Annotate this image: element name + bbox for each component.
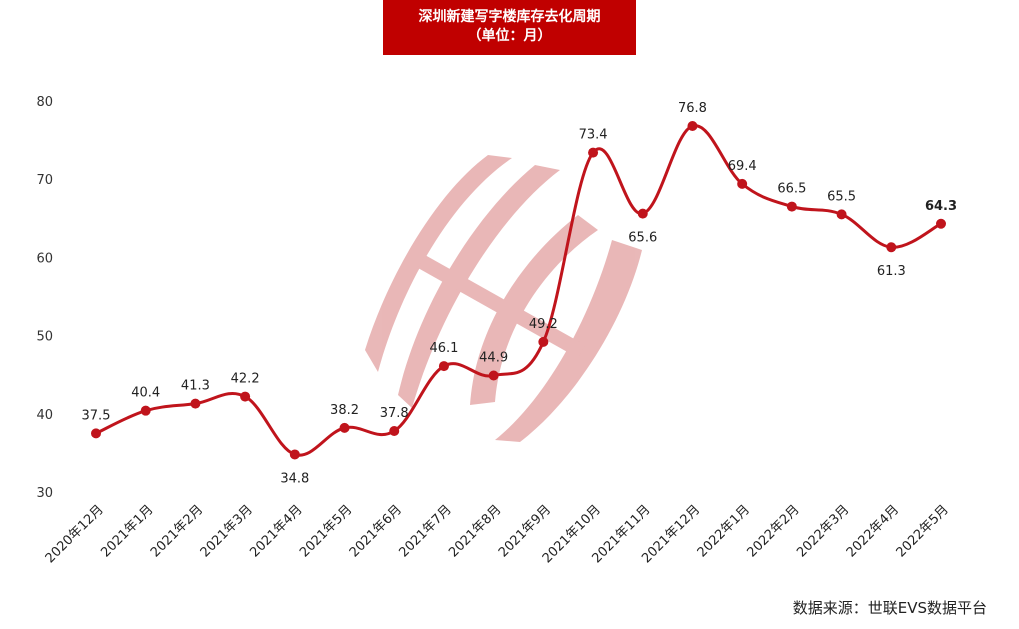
data-label: 49.2 — [529, 317, 558, 332]
data-point — [936, 218, 946, 229]
x-tick-label: 2022年3月 — [794, 502, 852, 560]
x-tick-label: 2021年8月 — [446, 502, 504, 560]
data-point — [588, 147, 599, 158]
chart-title-line1: 深圳新建写字楼库存去化周期 — [418, 9, 601, 25]
data-point — [488, 370, 499, 381]
x-tick-label: 2021年7月 — [397, 502, 455, 560]
x-axis: 2020年12月2021年1月2021年2月2021年3月2021年4月2021… — [43, 502, 952, 566]
data-point — [438, 361, 449, 372]
chart-title: 深圳新建写字楼库存去化周期 （单位：月） — [383, 0, 636, 55]
data-point — [91, 428, 101, 439]
x-tick-label: 2020年12月 — [43, 502, 107, 566]
data-label: 66.5 — [777, 182, 806, 197]
data-label: 76.8 — [678, 101, 707, 116]
data-label: 38.2 — [330, 403, 359, 418]
data-point — [538, 336, 549, 347]
watermark-logo — [365, 155, 642, 442]
x-tick-label: 2022年2月 — [744, 502, 802, 560]
x-tick-label: 2021年4月 — [247, 502, 305, 560]
data-label: 65.6 — [628, 231, 657, 246]
data-point — [289, 449, 300, 460]
data-markers — [91, 121, 946, 460]
data-point — [786, 201, 797, 212]
y-tick-label: 30 — [36, 486, 53, 501]
y-tick-label: 70 — [36, 173, 53, 188]
data-point — [737, 178, 748, 189]
data-point — [886, 242, 897, 253]
data-source: 数据来源：世联EVS数据平台 — [792, 599, 987, 617]
data-point — [339, 422, 350, 433]
data-point — [240, 391, 251, 402]
x-tick-label: 2021年2月 — [148, 502, 206, 560]
data-point — [389, 426, 400, 437]
data-label: 69.4 — [728, 159, 757, 174]
data-point — [687, 121, 698, 132]
y-tick-label: 50 — [36, 330, 53, 345]
data-label: 44.9 — [479, 350, 508, 365]
x-tick-label: 2022年4月 — [844, 502, 902, 560]
x-tick-label: 2021年1月 — [98, 502, 156, 560]
data-label: 46.1 — [429, 341, 458, 356]
data-point — [836, 209, 847, 220]
data-point — [140, 405, 151, 416]
x-tick-label: 2021年5月 — [297, 502, 355, 560]
data-labels: 37.5 40.4 41.3 42.2 34.8 38.2 37.8 46.1 44.9 49.2… — [82, 101, 958, 486]
y-tick-label: 60 — [36, 251, 53, 266]
data-label: 37.8 — [380, 406, 409, 421]
x-tick-label: 2022年1月 — [695, 502, 753, 560]
data-label: 64.3 — [925, 199, 957, 214]
data-point — [190, 398, 201, 409]
data-label: 40.4 — [131, 386, 160, 401]
y-axis: 30 40 50 60 70 80 — [36, 95, 53, 501]
data-label: 34.8 — [280, 471, 309, 486]
data-label: 61.3 — [877, 264, 906, 279]
y-tick-label: 40 — [36, 408, 53, 423]
data-label: 41.3 — [181, 379, 210, 394]
chart-title-unit: （单位：月） — [467, 28, 552, 44]
data-label: 37.5 — [82, 408, 111, 423]
x-tick-label: 2021年3月 — [198, 502, 256, 560]
data-label: 73.4 — [579, 128, 608, 143]
x-tick-label: 2021年6月 — [347, 502, 405, 560]
data-point — [637, 208, 648, 219]
data-label: 65.5 — [827, 189, 856, 204]
x-tick-label: 2022年5月 — [894, 502, 952, 560]
y-tick-label: 80 — [36, 95, 53, 110]
data-label: 42.2 — [231, 372, 260, 387]
